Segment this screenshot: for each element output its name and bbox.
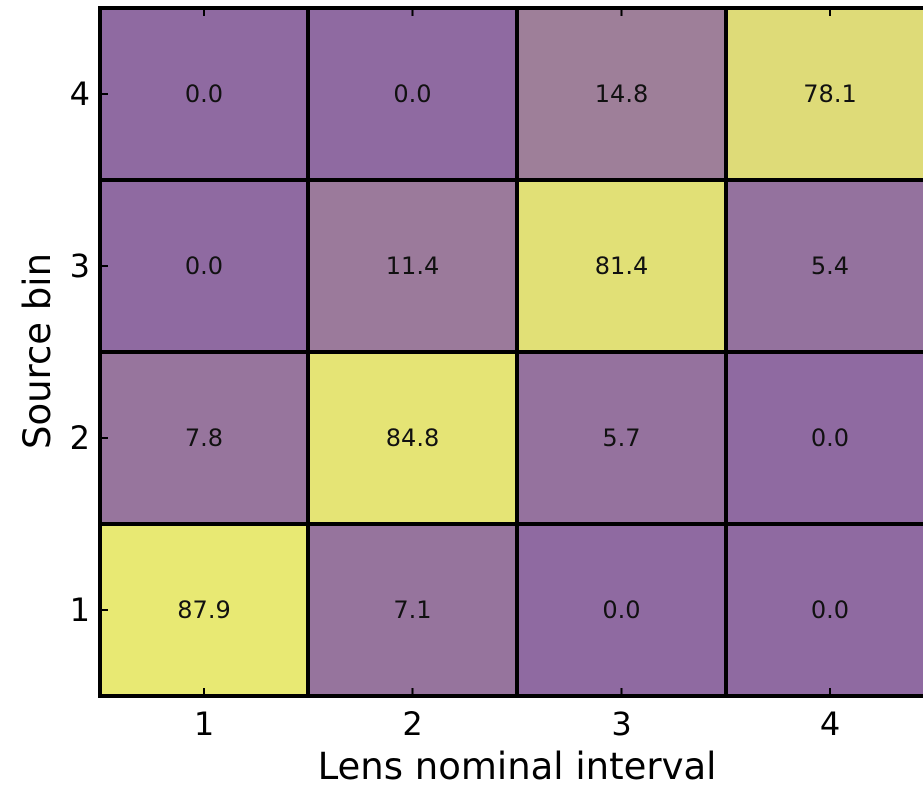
cell-value-label: 0.0 [811, 424, 849, 452]
y-tick-label: 1 [70, 591, 90, 629]
cell-value-label: 87.9 [177, 596, 230, 624]
heatmap-cell [306, 178, 519, 354]
y-tick-label: 4 [70, 75, 90, 113]
heatmap-cell [306, 522, 519, 698]
cell-value-label: 11.4 [386, 252, 439, 280]
cell-value-label: 78.1 [803, 80, 856, 108]
cell-value-label: 14.8 [595, 80, 648, 108]
x-tick-label: 3 [611, 705, 631, 743]
heatmap-cell [98, 6, 310, 182]
cell-value-label: 0.0 [185, 80, 223, 108]
cell-value-label: 81.4 [595, 252, 648, 280]
x-tick-label: 4 [820, 705, 840, 743]
heatmap-cells: 87.9 7.1 0.0 0.0 7.8 84.8 5.7 0.0 0.0 11.4 81.4 5.4… [98, 6, 923, 698]
cell-value-label: 5.7 [602, 424, 640, 452]
cell-value-label: 5.4 [811, 252, 849, 280]
heatmap-cell [98, 522, 310, 698]
cell-value-label: 0.0 [811, 596, 849, 624]
cell-value-label: 0.0 [185, 252, 223, 280]
y-tick-label: 3 [70, 247, 90, 285]
y-axis-label: Source bin [16, 253, 59, 449]
cell-value-label: 84.8 [386, 424, 439, 452]
x-tick-label: 1 [194, 705, 214, 743]
cell-value-label: 7.8 [185, 424, 223, 452]
heatmap-cell [724, 6, 923, 182]
y-tick-label: 2 [70, 419, 90, 457]
heatmap-cell [515, 350, 728, 526]
x-axis-label: Lens nominal interval [318, 745, 717, 787]
axes-frame [98, 8, 923, 698]
cell-value-label: 0.0 [602, 596, 640, 624]
heatmap-cell [306, 6, 519, 182]
heatmap-cell [515, 178, 728, 354]
axis-ticks: 1 2 3 4 1 2 3 4 [70, 8, 840, 743]
x-tick-label: 2 [402, 705, 422, 743]
cell-value-label: 7.1 [393, 596, 431, 624]
cell-value-label: 0.0 [393, 80, 431, 108]
